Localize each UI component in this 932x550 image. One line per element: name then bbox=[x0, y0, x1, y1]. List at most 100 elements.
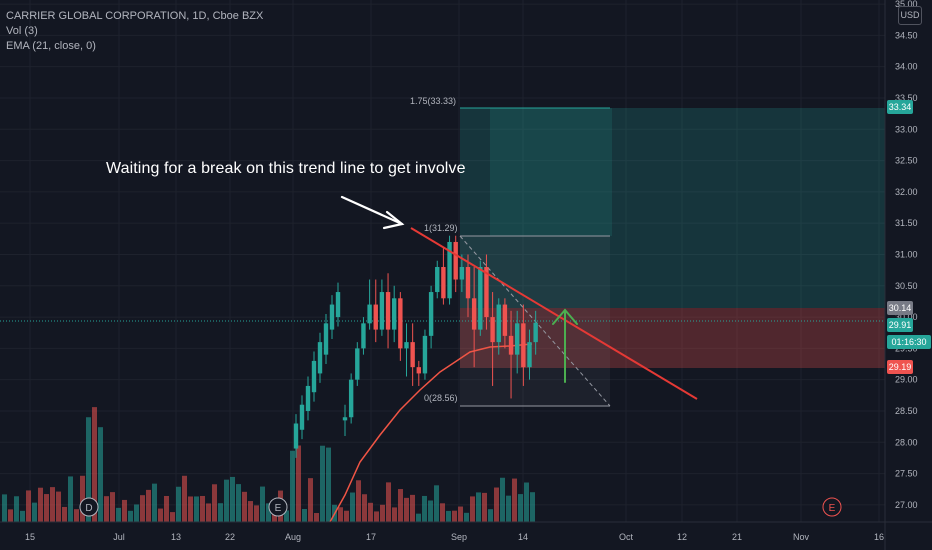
volume-bar bbox=[212, 484, 217, 522]
volume-bar bbox=[62, 506, 67, 522]
candle-body bbox=[392, 298, 397, 330]
volume-bar bbox=[164, 495, 169, 522]
horizontal-grid bbox=[0, 3, 885, 506]
price-tick-label: 31.50 bbox=[895, 218, 918, 228]
candle-body bbox=[428, 292, 434, 336]
ema-indicator-label[interactable]: EMA (21, close, 0) bbox=[6, 40, 96, 52]
candle-body bbox=[447, 241, 452, 299]
time-tick-label: 16 bbox=[874, 532, 884, 542]
volume-bar bbox=[374, 511, 379, 522]
volume-bar bbox=[362, 494, 367, 522]
candle-body bbox=[373, 304, 378, 330]
volume-bar bbox=[392, 507, 397, 522]
volume-bar bbox=[458, 506, 463, 522]
price-tick-label: 27.00 bbox=[895, 500, 918, 510]
volume-bar bbox=[314, 513, 319, 522]
tag-stop: 29.19 bbox=[889, 362, 912, 372]
volume-bar bbox=[254, 505, 259, 522]
volume-bar bbox=[50, 487, 55, 522]
volume-bar bbox=[86, 417, 91, 522]
volume-bar bbox=[290, 450, 295, 522]
vertical-grid bbox=[29, 0, 880, 522]
volume-indicator-label[interactable]: Vol (3) bbox=[6, 25, 38, 37]
profit-zone-inner bbox=[490, 108, 612, 236]
volume-bar bbox=[134, 504, 139, 522]
time-tick-label: 12 bbox=[677, 532, 687, 542]
time-tick-label: Oct bbox=[619, 532, 634, 542]
ema-line bbox=[329, 343, 533, 523]
volume-bar bbox=[338, 507, 343, 522]
candle-body bbox=[323, 323, 329, 355]
long-position-tool[interactable] bbox=[460, 108, 885, 368]
volume-bar bbox=[308, 478, 313, 522]
candle-body bbox=[342, 417, 348, 421]
price-tags: 33.34 30.14 29.91 01:16:30 29.19 bbox=[887, 100, 931, 374]
volume-bar bbox=[182, 475, 187, 522]
volume-bar bbox=[494, 487, 499, 522]
price-tick-label: 31.00 bbox=[895, 249, 918, 259]
annotation-text[interactable]: Waiting for a break on this trend line t… bbox=[106, 160, 466, 177]
price-tick-label: 30.00 bbox=[895, 312, 918, 322]
price-axis[interactable]: 35.00 34.50 34.00 33.50 33.00 32.50 32.00 31.50… bbox=[884, 0, 918, 550]
volume-bar bbox=[218, 503, 223, 522]
time-tick-label: Aug bbox=[285, 532, 301, 542]
candle-body bbox=[305, 385, 311, 411]
price-tick-label: 29.00 bbox=[895, 375, 918, 385]
candle-body bbox=[435, 267, 440, 293]
candle-body bbox=[293, 423, 299, 449]
tag-target: 33.34 bbox=[889, 102, 912, 112]
volume-bar bbox=[44, 494, 49, 522]
volume-bar bbox=[176, 486, 181, 522]
volume-bar bbox=[368, 502, 373, 522]
event-marker-dividend[interactable]: D bbox=[79, 497, 99, 517]
volume-bar bbox=[512, 478, 517, 522]
volume-bar bbox=[92, 407, 97, 522]
volume-bar bbox=[260, 486, 265, 522]
volume-bar bbox=[110, 492, 115, 522]
breakout-arrow-icon[interactable] bbox=[552, 308, 578, 383]
volume-bar bbox=[464, 512, 469, 522]
event-label-e1: E bbox=[275, 503, 282, 514]
trend-line[interactable] bbox=[410, 227, 698, 400]
volume-bar bbox=[140, 495, 145, 522]
volume-bar bbox=[248, 501, 253, 522]
volume-bar bbox=[500, 477, 505, 522]
volume-bar bbox=[122, 499, 127, 522]
time-tick-label: Jul bbox=[113, 532, 125, 542]
time-tick-label: Nov bbox=[793, 532, 810, 542]
volume-bar bbox=[242, 491, 247, 522]
candle-body bbox=[299, 404, 305, 430]
candle-body bbox=[490, 317, 495, 343]
tag-countdown: 01:16:30 bbox=[891, 337, 926, 347]
volume-bar bbox=[170, 512, 175, 522]
currency-button[interactable]: USD bbox=[898, 6, 922, 25]
price-tick-label: 33.00 bbox=[895, 124, 918, 134]
event-marker-earnings-future[interactable]: E bbox=[822, 497, 842, 517]
volume-bar bbox=[506, 495, 511, 522]
volume-bar bbox=[158, 508, 163, 522]
candle-body bbox=[367, 304, 372, 324]
candle-body bbox=[502, 304, 508, 336]
price-tick-label: 30.50 bbox=[895, 281, 918, 291]
candle-body bbox=[379, 292, 385, 330]
volume-bar bbox=[230, 476, 235, 522]
candle-body bbox=[398, 298, 403, 349]
fib-label-1: 1(31.29) bbox=[424, 223, 458, 233]
volume-bars bbox=[2, 407, 535, 522]
volume-bar bbox=[152, 483, 157, 522]
time-axis[interactable]: 15 Jul 13 22 Aug 17 Sep 14 Oct 12 21 Nov 16 bbox=[0, 521, 932, 542]
volume-bar bbox=[356, 480, 361, 522]
price-tick-label: 35.00 bbox=[895, 0, 918, 9]
volume-bar bbox=[98, 427, 103, 522]
symbol-title[interactable]: CARRIER GLOBAL CORPORATION, 1D, Cboe BZX bbox=[6, 10, 264, 22]
annotation-arrow-icon[interactable] bbox=[340, 195, 405, 230]
candle-body bbox=[348, 379, 354, 418]
candle-body bbox=[496, 304, 501, 343]
volume-bar bbox=[530, 492, 535, 522]
candle-body bbox=[441, 267, 446, 299]
volume-bar bbox=[200, 495, 205, 522]
price-tick-label: 32.00 bbox=[895, 187, 918, 197]
volume-bar bbox=[56, 491, 61, 522]
event-marker-earnings[interactable]: E bbox=[268, 497, 288, 517]
